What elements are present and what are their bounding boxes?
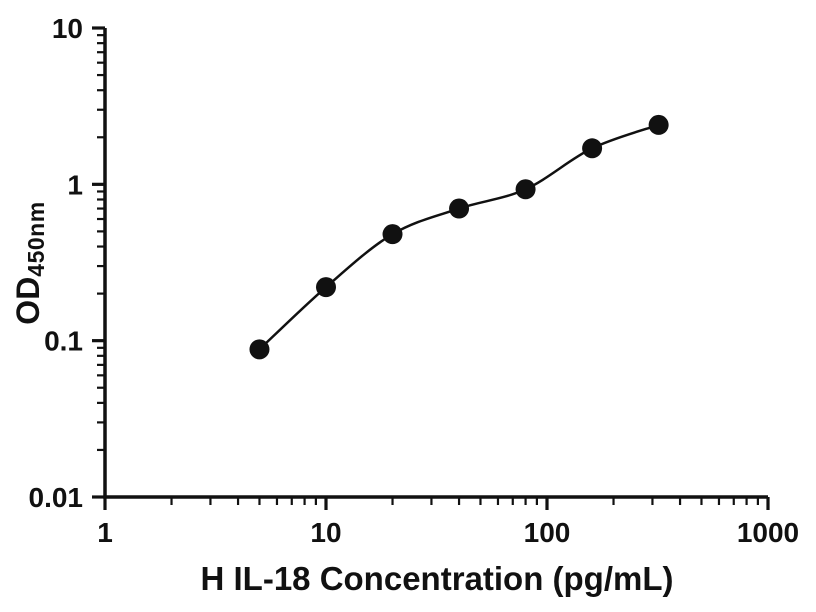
y-axis-title: OD450nm	[10, 201, 50, 324]
axes-frame	[103, 28, 768, 499]
x-tick-label: 1000	[737, 517, 799, 548]
data-point	[449, 198, 470, 219]
y-tick-label: 0.1	[44, 326, 83, 357]
x-tick-label: 100	[524, 517, 571, 548]
y-tick-label: 1	[67, 169, 83, 200]
data-point	[582, 138, 603, 159]
y-axis-title-subscript: 450nm	[23, 201, 49, 277]
data-point	[382, 224, 403, 245]
y-tick-label: 0.01	[29, 482, 84, 513]
x-tick-label: 10	[310, 517, 341, 548]
y-tick-label: 10	[52, 13, 83, 44]
data-point	[515, 179, 536, 200]
y-axis-title-main: OD	[10, 276, 46, 325]
x-tick-label: 1	[97, 517, 113, 548]
x-axis-title: H IL-18 Concentration (pg/mL)	[200, 560, 674, 597]
data-point	[648, 114, 669, 135]
data-point	[316, 277, 336, 298]
fit-curve	[258, 123, 660, 351]
data-point	[249, 339, 270, 360]
